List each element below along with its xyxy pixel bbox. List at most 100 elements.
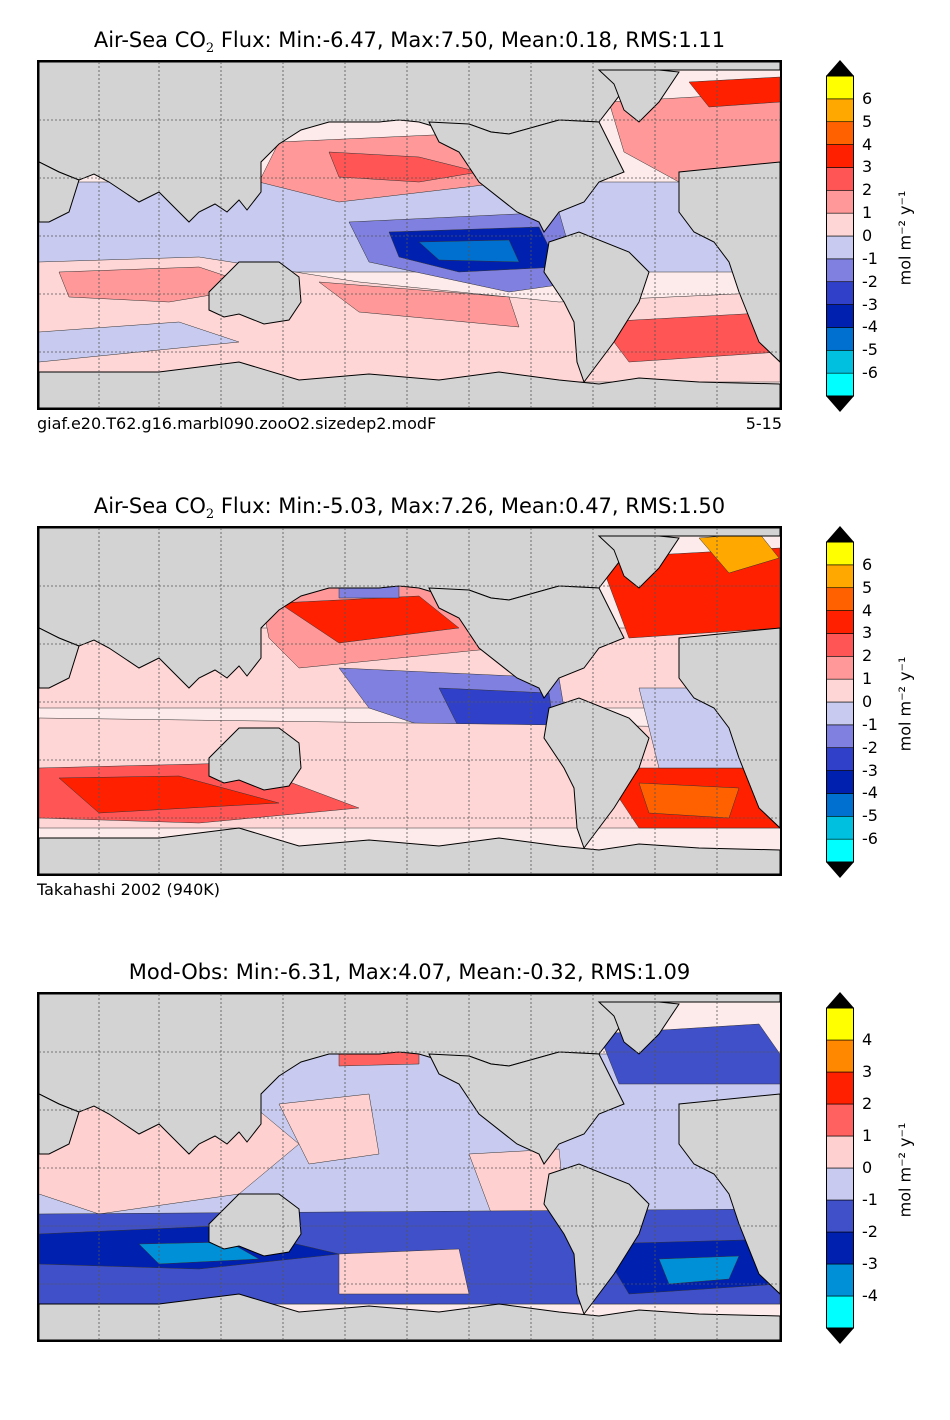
colorbar-tick-label: 5 [862,111,873,131]
colorbar-segment [826,1199,854,1233]
colorbar-tick-label: 4 [862,134,873,154]
season-caption: 5-15 [745,414,782,433]
colorbar-tick-label: 6 [862,554,873,574]
colorbar-tick-label: 1 [862,669,873,689]
landmass [208,727,302,791]
colorbar-segment [826,235,854,260]
landmass [543,697,650,850]
flux-contour-region [278,595,460,644]
colorbar-segment [826,1167,854,1201]
colorbar-tick-label: 0 [862,692,873,711]
colorbar-segment [826,633,854,657]
colorbar-extend-min [826,396,854,412]
colorbar-tick-label: 4 [862,600,873,620]
flux-contour-region [328,151,480,183]
colorbar-segment [826,212,854,237]
landmass [428,119,625,233]
panel-difference: Mod-Obs: Min:-6.31, Max:4.07, Mean:-0.32… [0,960,950,1420]
colorbar-tick-label: 4 [862,1030,873,1049]
landmass [543,1163,650,1316]
colorbar-tick-label: 1 [862,1126,873,1145]
colorbar-segment [826,167,854,191]
colorbar-segment [826,587,854,611]
colorbar-tick-label: 6 [862,88,873,108]
landmass [428,1051,625,1165]
colorbar-segment [826,349,854,374]
colorbar-tick-label: -4 [862,317,878,337]
colorbar-tick-label: -4 [862,783,878,803]
colorbar-tick-label: 2 [862,646,873,666]
colorbar-tick-label: -2 [862,737,878,757]
landmass [678,1093,780,1295]
colorbar-segment [826,144,854,168]
colorbar-tick-label: -1 [862,714,878,734]
panel-title: Air-Sea CO2 Flux: Min:-5.03, Max:7.26, M… [93,494,726,523]
colorbar-frame [826,75,854,397]
colorbar-segment [826,1103,854,1137]
colorbar-frame [826,541,854,863]
colorbar-tick-label: -3 [862,1254,878,1273]
panel-model: Air-Sea CO2 Flux: Min:-6.47, Max:7.50, M… [0,28,950,488]
colorbar-tick-label: 2 [862,180,873,200]
landmass [597,1001,680,1055]
colorbar-tick-label: -2 [862,271,878,291]
landmass [39,161,80,223]
landmass [208,261,302,325]
colorbar-tick-label: -3 [862,760,878,780]
colorbar-segment [826,121,854,145]
colorbar-tick-label: -6 [862,829,878,849]
colorbar-extend-min [826,1328,854,1344]
colorbar-segment [826,1007,854,1041]
map-field [39,528,780,874]
colorbar-segment [826,1039,854,1073]
map-field [39,994,780,1340]
colorbar-segment [826,75,854,100]
landmass [39,627,80,689]
colorbar-segment [826,189,854,214]
panel-observations: Air-Sea CO2 Flux: Min:-5.03, Max:7.26, M… [0,494,950,954]
colorbar-tick-label: 5 [862,577,873,597]
colorbar-segment [826,815,854,840]
landmass [678,627,780,829]
colorbar-tick-label: -1 [862,1190,878,1209]
colorbar-segment [826,838,854,863]
flux-contour-region [598,311,780,363]
map-plot [37,992,782,1342]
landmass [428,585,625,699]
colorbar-segment [826,770,854,794]
landmass [678,161,780,363]
colorbar-segment [826,372,854,397]
colorbar-tick-label: 3 [862,1062,873,1081]
flux-contour-region [39,321,240,363]
colorbar-segment [826,1231,854,1265]
colorbar-tick-label: 2 [862,1094,873,1113]
colorbar-tick-label: -5 [862,340,878,360]
flux-contour-region [688,76,780,108]
colorbar-segment [826,541,854,566]
colorbar-extend-max [826,526,854,542]
flux-contour-region [278,1093,380,1165]
colorbar-tick-label: -4 [862,1286,878,1305]
colorbar-segment [826,724,854,749]
landmass [39,827,780,874]
landmass [597,69,680,123]
colorbar-tick-label: -1 [862,248,878,268]
colorbar-tick-label: 1 [862,203,873,223]
experiment-caption: giaf.e20.T62.g16.marbl090.zooO2.sizedep2… [37,414,437,433]
map-field [39,62,780,408]
colorbar-segment [826,1263,854,1297]
flux-contour-region [58,775,280,814]
colorbar [826,526,854,878]
flux-contour-region [658,1255,740,1285]
panel-title: Air-Sea CO2 Flux: Min:-6.47, Max:7.50, M… [93,28,726,57]
colorbar [826,992,854,1344]
colorbar-tick-label: 3 [862,623,873,643]
colorbar [826,60,854,412]
colorbar-tick-label: -5 [862,806,878,826]
flux-contour-region [338,1248,470,1295]
landmass [39,1293,780,1340]
colorbar-segment [826,1295,854,1329]
colorbar-segment [826,564,854,589]
colorbar-segment [826,304,854,328]
colorbar-tick-label: -2 [862,1222,878,1241]
